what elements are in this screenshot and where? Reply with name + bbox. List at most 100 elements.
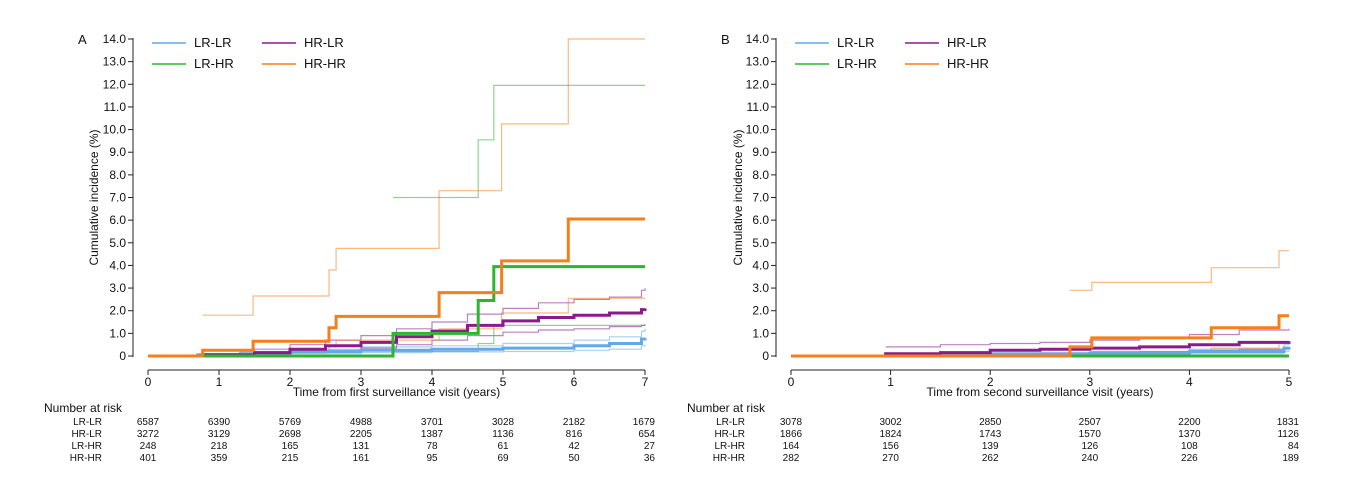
panel-label: B bbox=[721, 32, 730, 47]
y-tick-label: 4.0 bbox=[752, 258, 769, 272]
risk-table-cell: 1126 bbox=[1277, 429, 1299, 440]
risk-table-cell: 401 bbox=[140, 453, 157, 464]
x-tick-label: 2 bbox=[987, 375, 994, 389]
risk-table-cell: 1866 bbox=[780, 429, 803, 440]
y-tick-label: 5.0 bbox=[109, 236, 126, 250]
y-tick-label: 5.0 bbox=[752, 236, 769, 250]
risk-table-row-label: LR-LR bbox=[73, 417, 102, 428]
risk-table-row-label: HR-LR bbox=[71, 429, 102, 440]
risk-table-cell: 1679 bbox=[633, 417, 656, 428]
legend-label: LR-LR bbox=[837, 35, 875, 50]
risk-table-cell: 108 bbox=[1181, 441, 1198, 452]
series-hr-hr-ci bbox=[791, 250, 1289, 357]
legend: LR-LR HR-LR LR-HR HR-HR bbox=[152, 35, 346, 71]
y-tick-label: 6.0 bbox=[752, 213, 769, 227]
x-axis-label: Time from second surveillance visit (yea… bbox=[927, 385, 1154, 399]
risk-table-cell: 262 bbox=[982, 453, 999, 464]
legend-label: LR-HR bbox=[837, 56, 877, 71]
risk-table-row-label: LR-LR bbox=[716, 417, 745, 428]
risk-table-cell: 84 bbox=[1288, 441, 1300, 452]
legend-label: HR-LR bbox=[304, 35, 344, 50]
y-tick-label: 11.0 bbox=[747, 100, 770, 114]
risk-table-row-label: HR-HR bbox=[70, 453, 102, 464]
risk-table-cell: 3002 bbox=[879, 417, 902, 428]
series-hr-lr-line bbox=[148, 308, 647, 358]
risk-table-cell: 1136 bbox=[492, 429, 514, 440]
risk-table-cell: 61 bbox=[497, 441, 509, 452]
risk-table-cell: 248 bbox=[140, 441, 157, 452]
legend-label: HR-HR bbox=[947, 56, 989, 71]
panel-label: A bbox=[78, 32, 87, 47]
y-tick-label: 3.0 bbox=[752, 281, 769, 295]
ci-upper-line bbox=[393, 84, 645, 199]
risk-table-cell: 1570 bbox=[1079, 429, 1102, 440]
risk-table: Number at risk LR-LR 6587 6390 5769 4988 3701 3… bbox=[44, 401, 655, 464]
y-tick-label: 2.0 bbox=[109, 304, 126, 318]
risk-table-cell: 5769 bbox=[279, 417, 302, 428]
y-tick-label: 4.0 bbox=[109, 258, 126, 272]
risk-table-cell: 3078 bbox=[780, 417, 803, 428]
ci-upper-line bbox=[885, 328, 1290, 348]
risk-table-cell: 215 bbox=[282, 453, 299, 464]
x-tick-label: 7 bbox=[642, 375, 649, 389]
risk-table-cell: 6390 bbox=[208, 417, 231, 428]
y-tick-label: 9.0 bbox=[109, 145, 126, 159]
y-tick-label: 14.0 bbox=[103, 32, 127, 46]
risk-table-row-label: HR-LR bbox=[714, 429, 745, 440]
series-lr-hr-line bbox=[148, 265, 645, 358]
risk-table-cell: 270 bbox=[882, 453, 899, 464]
series-hr-lr-line bbox=[791, 340, 1291, 358]
risk-table-cell: 6587 bbox=[137, 417, 160, 428]
series-hr-hr-line bbox=[791, 314, 1289, 358]
y-tick-label: 7.0 bbox=[109, 191, 126, 205]
x-tick-label: 6 bbox=[571, 375, 578, 389]
risk-table-cell: 161 bbox=[353, 453, 370, 464]
y-tick-label: 8.0 bbox=[752, 168, 769, 182]
risk-table-row-label: HR-HR bbox=[713, 453, 745, 464]
ci-upper-line bbox=[1069, 250, 1289, 291]
risk-table-cell: 165 bbox=[282, 441, 299, 452]
y-tick-label: 12.0 bbox=[746, 77, 770, 91]
x-tick-label: 1 bbox=[887, 375, 894, 389]
legend-label: LR-HR bbox=[194, 56, 234, 71]
risk-table-cell: 131 bbox=[353, 441, 370, 452]
risk-table-cell: 2182 bbox=[563, 417, 586, 428]
risk-table-cell: 2698 bbox=[279, 429, 302, 440]
risk-table-cell: 50 bbox=[568, 453, 580, 464]
risk-table-cell: 69 bbox=[497, 453, 509, 464]
risk-table-cell: 282 bbox=[783, 453, 800, 464]
risk-table-cell: 2200 bbox=[1178, 417, 1201, 428]
risk-table-cell: 1831 bbox=[1277, 417, 1300, 428]
legend: LR-LR HR-LR LR-HR HR-HR bbox=[795, 35, 989, 71]
y-tick-label: 0 bbox=[119, 349, 126, 363]
y-tick-label: 10.0 bbox=[746, 123, 770, 137]
risk-table-cell: 2205 bbox=[350, 429, 373, 440]
risk-table-cell: 226 bbox=[1181, 453, 1198, 464]
y-tick-label: 10.0 bbox=[103, 123, 127, 137]
chart-panel-a: A 0 1.0 2.0 3.0 4.0 5.0 6.0 7.0 8.0 9.0 10.0 11.0 12.… bbox=[44, 32, 655, 464]
risk-table-cell: 4988 bbox=[350, 417, 373, 428]
series-hr-hr-line bbox=[148, 217, 645, 358]
x-tick-label: 3 bbox=[358, 375, 365, 389]
y-tick-label: 9.0 bbox=[752, 145, 769, 159]
x-tick-label: 0 bbox=[145, 375, 152, 389]
ci-upper-line bbox=[202, 38, 645, 316]
y-tick-label: 12.0 bbox=[103, 77, 127, 91]
risk-table-title: Number at risk bbox=[44, 401, 123, 415]
x-tick-label: 2 bbox=[287, 375, 294, 389]
risk-table-cell: 218 bbox=[211, 441, 228, 452]
risk-table-cell: 3028 bbox=[492, 417, 515, 428]
risk-table-cell: 164 bbox=[783, 441, 800, 452]
risk-table-cell: 27 bbox=[644, 441, 656, 452]
y-tick-label: 1.0 bbox=[752, 326, 769, 340]
x-tick-label: 1 bbox=[216, 375, 223, 389]
risk-table-row-label: LR-HR bbox=[71, 441, 102, 452]
risk-table-cell: 36 bbox=[644, 453, 656, 464]
y-tick-label: 8.0 bbox=[109, 168, 126, 182]
risk-table-cell: 240 bbox=[1081, 453, 1098, 464]
y-tick-label: 1.0 bbox=[109, 326, 126, 340]
y-tick-label: 13.0 bbox=[103, 55, 127, 69]
risk-table-cell: 1743 bbox=[979, 429, 1002, 440]
risk-table-cell: 126 bbox=[1081, 441, 1098, 452]
